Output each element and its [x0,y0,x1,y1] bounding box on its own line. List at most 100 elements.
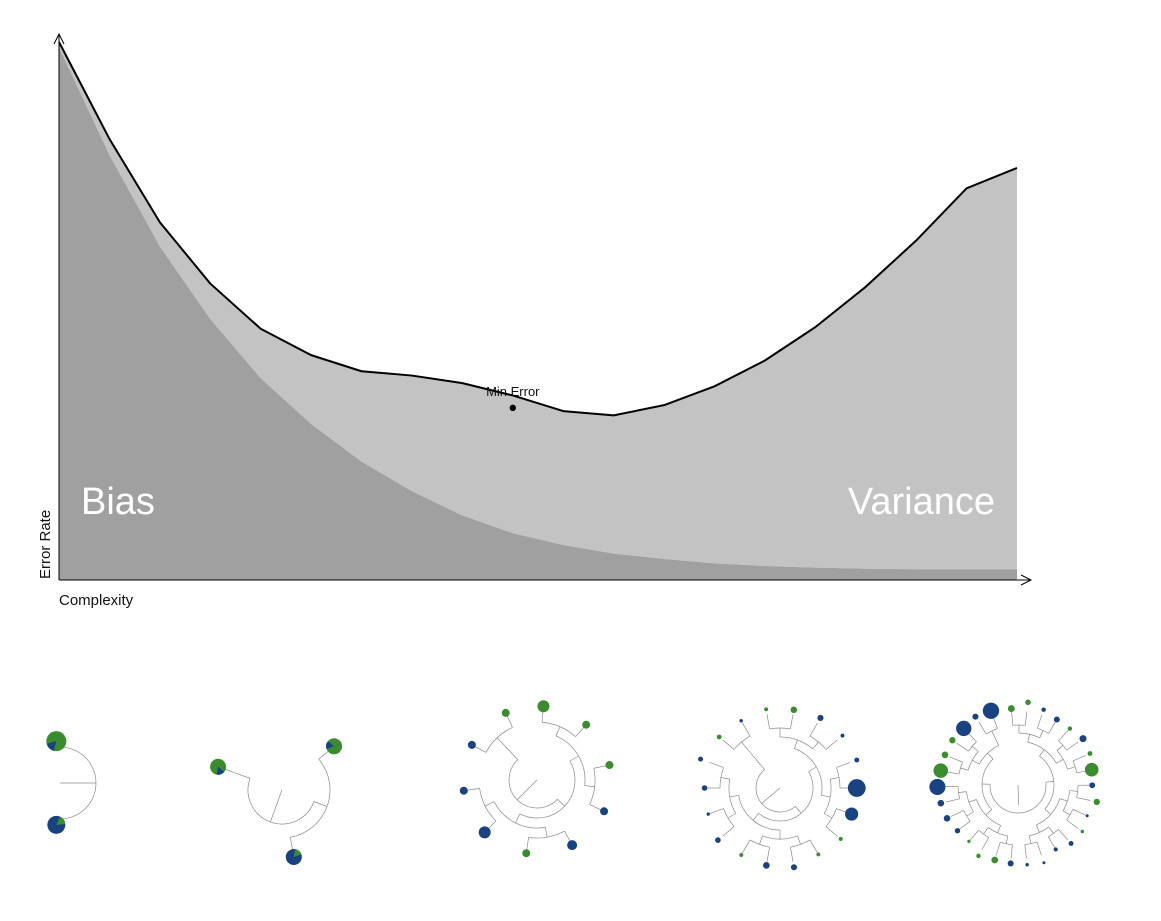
tree-branch [1056,759,1064,764]
tree-branch [969,830,979,842]
tree-leaf-node [501,708,510,717]
y-axis-arrow [53,32,65,45]
tree-glyph-row [46,699,1100,871]
tree-leaf-node [1041,707,1046,712]
tree-branch [1048,836,1056,850]
x-axis-arrow [1020,574,1033,586]
tree-branch [1072,755,1086,762]
tree-leaf-node [698,756,704,762]
tree-branch [766,847,770,862]
tree-branch [945,798,960,803]
tree-leaf-node [522,849,531,858]
tree-branch [1062,810,1071,816]
tree-branch [313,801,328,807]
tree-branch-arc [976,799,1001,826]
tree-branch [808,766,817,772]
tree-leaf-node [840,733,845,738]
tree-leaf-node [1080,829,1085,834]
tree-leaf-node [582,720,591,729]
tree-leaf-wedge [293,849,302,857]
tree-branch [510,752,519,760]
tree-branch [1024,844,1027,859]
tree-glyph-5 [929,699,1100,867]
total-error-layer [58,41,1018,417]
tree-branch [584,785,595,788]
tree-leaf-node [1089,782,1096,789]
tree-branch [722,826,735,837]
tree-branch [742,839,751,854]
tree-branch [236,773,251,779]
tree-leaf-node [459,786,468,795]
tree-branch [1076,797,1091,801]
tree-branch [983,827,989,835]
tree-leaf-wedge [46,741,57,751]
tree-branch [949,756,963,763]
tree-branch-arc [56,746,97,820]
tree-leaf-wedge [326,741,335,750]
tree-branch [1044,808,1052,815]
tree-branch [1036,841,1042,856]
tree-branch [1048,721,1057,734]
tree-branch [1010,844,1013,859]
tree-leaf-node [943,815,951,822]
tree-branch [555,726,561,737]
tree-branch [809,722,818,737]
variance-area [59,42,1017,570]
tree-branch [968,799,977,803]
tree-branch [1045,781,1054,783]
tree-branch-arc [1058,740,1068,751]
tree-branch [809,839,818,854]
tree-leaf-node [1025,699,1031,706]
tree-branch [1035,824,1040,833]
tree-leaf-node [816,852,821,857]
tree-branch [987,752,994,760]
tree-branch [746,748,754,757]
tree-branch [1011,711,1014,726]
tree-branch [978,721,987,735]
tree-leaf-node [1068,840,1074,846]
tree-branch [1072,809,1086,816]
tree-leaf-node [972,713,979,720]
tree-branch-arc [986,728,998,735]
tree-leaf-node [933,763,948,778]
tree-leaf-node [764,707,769,712]
tree-leaf-node [967,839,971,844]
min-error-label: Min Error [486,384,540,399]
tree-leaf-node [991,856,999,864]
tree-branch [752,813,760,821]
tree-leaf-node [1079,735,1087,743]
tree-leaf-node [982,702,1000,719]
tree-leaf-node [929,778,946,795]
tree-branch-arc [1036,798,1061,826]
tree-branch [958,820,971,830]
tree-leaf-node [838,836,843,841]
min-error-point [509,404,516,412]
tree-branch [1005,835,1009,844]
tree-branch-arc [1000,841,1013,846]
tree-branch-arc [779,736,814,750]
tree-leaf-node [478,826,491,839]
tree-branch [485,801,495,807]
tree-leaf-node [467,740,476,749]
tree-branch [1024,711,1028,726]
tree-branch-arc [963,810,971,822]
tree-branch-arc [762,835,798,840]
tree-branch [958,791,967,793]
tree-leaf-node [1007,860,1014,867]
tree-branch [1069,790,1078,792]
tree-branch-arc [966,791,974,813]
tree-glyph-4 [698,706,866,871]
tree-leaf-node [567,840,578,851]
tree-branch [709,808,724,814]
x-axis-title: Complexity [59,592,134,609]
tree-leaf-node [1084,762,1099,777]
tree-leaf-node [1025,862,1029,867]
tree-branch [727,813,737,819]
tree-branch-arc [1037,727,1049,734]
tree-branch [1058,730,1069,742]
tree-branch [794,739,798,749]
tree-branch [825,739,838,750]
tree-branch [503,744,512,753]
tree-leaf-node [845,807,859,821]
tree-branch [741,741,748,750]
